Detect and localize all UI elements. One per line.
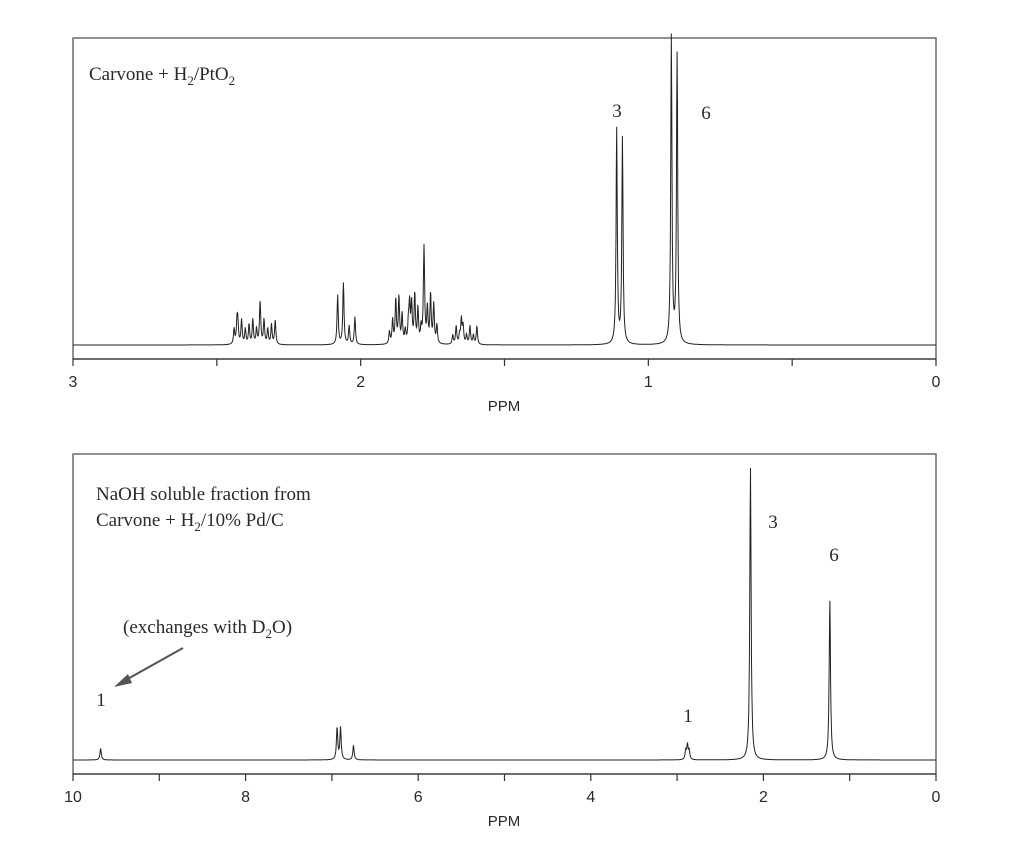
bottom-integration-6: 6 (829, 545, 839, 566)
x-tick-label: 2 (759, 789, 768, 806)
top-x-axis-label: PPM (488, 398, 521, 415)
x-tick-label: 1 (644, 374, 653, 391)
top-integration-3: 3 (612, 101, 622, 122)
top-x-ticks (72, 359, 937, 366)
top-title: Carvone + H2/PtO2 (89, 64, 235, 88)
bottom-integration-3: 3 (768, 512, 778, 533)
bottom-integration-1-oh: 1 (96, 690, 106, 711)
bottom-x-axis-label: PPM (488, 813, 521, 830)
top-x-tick-labels: 3 2 1 0 (69, 374, 941, 391)
bottom-title-line1: NaOH soluble fraction from (96, 484, 311, 505)
bottom-title-line2: Carvone + H2/10% Pd/C (96, 510, 284, 534)
x-tick-label: 10 (64, 789, 82, 806)
x-tick-label: 8 (241, 789, 250, 806)
x-tick-label: 0 (932, 789, 941, 806)
x-tick-label: 2 (356, 374, 365, 391)
x-tick-label: 0 (932, 374, 941, 391)
bottom-spectrum-trace (73, 467, 936, 761)
x-tick-label: 3 (69, 374, 78, 391)
bottom-x-tick-labels: 10 8 6 4 2 0 (64, 789, 940, 806)
top-integration-6: 6 (701, 103, 711, 124)
top-plot-frame (72, 37, 937, 360)
arrow-icon (114, 647, 184, 687)
top-spectrum-trace (73, 33, 936, 346)
bottom-spectrum: 10 8 6 4 2 0 PPM NaOH soluble fraction from C… (64, 453, 941, 830)
x-tick-label: 6 (414, 789, 423, 806)
bottom-integration-1: 1 (683, 706, 693, 727)
top-spectrum: 3 2 1 0 PPM Carvone + H2/PtO2 3 6 (69, 33, 941, 415)
x-tick-label: 4 (586, 789, 595, 806)
exchange-annotation: (exchanges with D2O) (123, 617, 292, 641)
bottom-x-ticks (72, 774, 937, 781)
